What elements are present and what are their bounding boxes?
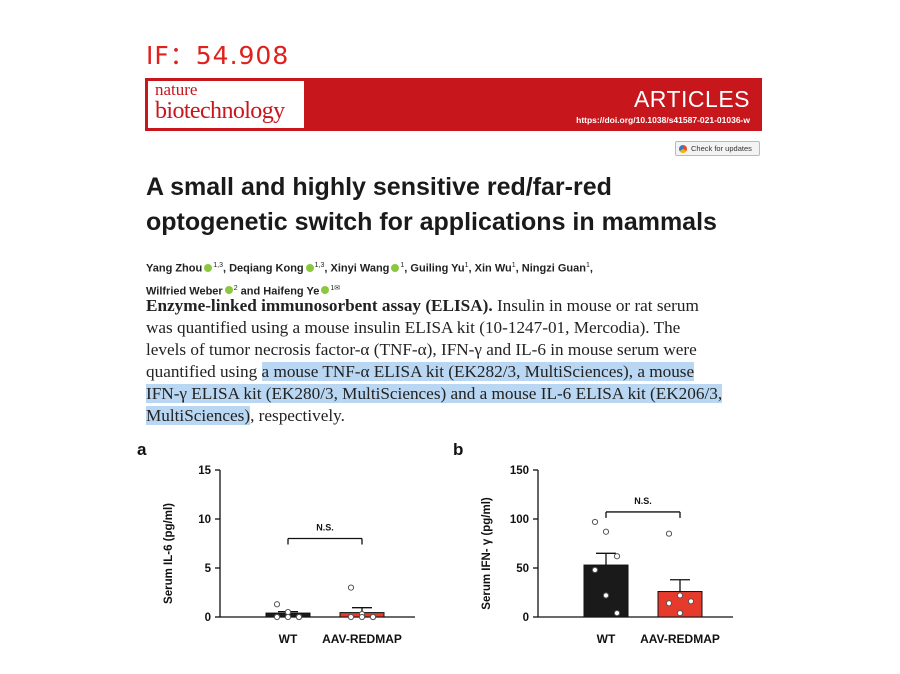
article-title: A small and highly sensitive red/far-red… bbox=[146, 170, 766, 240]
author-affiliation: 1,3 bbox=[314, 262, 325, 269]
journal-logo-line2: biotechnology bbox=[155, 98, 285, 124]
author-line: Wilfried Weber 2 and Haifeng Ye 1✉ bbox=[146, 279, 766, 302]
methods-line: MultiSciences), respectively. bbox=[146, 405, 786, 427]
author-affiliation: 1 bbox=[511, 262, 516, 269]
author-separator: , bbox=[324, 262, 331, 275]
orcid-icon[interactable] bbox=[224, 286, 233, 295]
data-point bbox=[687, 598, 695, 605]
y-tick-label: 50 bbox=[516, 563, 529, 575]
data-point bbox=[665, 530, 673, 537]
panel-label-a: a bbox=[137, 440, 147, 459]
y-tick-label: 0 bbox=[205, 612, 211, 624]
author-separator: , bbox=[468, 262, 475, 275]
author-name[interactable]: Xin Wu bbox=[474, 262, 512, 275]
data-point bbox=[295, 613, 303, 621]
author-separator: , bbox=[589, 262, 593, 275]
data-point bbox=[591, 566, 599, 574]
data-point bbox=[676, 609, 684, 617]
ifng-bar-chart: 0 50 100 150 Serum IFN- γ (pg/ml) WT AAV-REDMA… bbox=[481, 465, 733, 646]
x-category-label: AAV-REDMAP bbox=[322, 632, 402, 646]
data-point bbox=[273, 601, 281, 608]
author-affiliation: 1✉ bbox=[330, 284, 341, 292]
author-name[interactable]: Deqiang Kong bbox=[229, 262, 304, 275]
orcid-icon[interactable] bbox=[204, 263, 213, 272]
il6-bar-chart: 0 5 10 15 Serum IL-6 (pg/ml) WT AAV-REDMAP N.S. bbox=[163, 465, 415, 646]
impact-factor-label: IF：54.908 bbox=[146, 41, 290, 70]
methods-text: quantified using bbox=[146, 362, 262, 381]
author-list: Yang Zhou 1,3, Deqiang Kong 1,3, Xinyi Wan… bbox=[146, 256, 766, 301]
author-name[interactable]: Wilfried Weber bbox=[146, 285, 223, 298]
author-name[interactable]: Haifeng Ye bbox=[263, 285, 320, 298]
data-point bbox=[273, 613, 281, 621]
y-tick-label: 100 bbox=[510, 514, 529, 526]
y-tick-label: 15 bbox=[198, 465, 211, 477]
author-affiliation: 1 bbox=[585, 262, 590, 269]
data-point bbox=[284, 613, 292, 621]
methods-paragraph: Enzyme-linked immunosorbent assay (ELISA… bbox=[146, 295, 786, 427]
crossmark-icon bbox=[679, 144, 687, 153]
author-separator: , bbox=[404, 262, 411, 275]
highlighted-text: IFN-γ ELISA kit (EK280/3, MultiSciences)… bbox=[146, 384, 723, 403]
orcid-icon[interactable] bbox=[391, 263, 400, 272]
title-line: A small and highly sensitive red/far-red bbox=[146, 173, 612, 201]
y-tick-label: 150 bbox=[510, 465, 529, 477]
author-separator: , bbox=[515, 262, 522, 275]
journal-logo-line1: nature bbox=[155, 80, 198, 99]
y-tick-label: 10 bbox=[198, 514, 211, 526]
methods-text: Insulin in mouse or rat serum bbox=[492, 296, 699, 315]
methods-line: IFN-γ ELISA kit (EK280/3, MultiSciences)… bbox=[146, 383, 786, 405]
data-point bbox=[613, 553, 621, 560]
author-affiliation: 2 bbox=[233, 284, 238, 292]
x-category-label: WT bbox=[279, 632, 298, 646]
methods-line: Enzyme-linked immunosorbent assay (ELISA… bbox=[146, 295, 786, 317]
x-category-label: AAV-REDMAP bbox=[640, 632, 720, 646]
orcid-icon[interactable] bbox=[305, 263, 314, 272]
highlighted-text: MultiSciences) bbox=[146, 406, 251, 425]
data-point bbox=[347, 613, 355, 621]
author-line: Yang Zhou 1,3, Deqiang Kong 1,3, Xinyi Wan… bbox=[146, 256, 766, 279]
highlighted-text: a mouse TNF-α ELISA kit (EK282/3, MultiS… bbox=[261, 362, 695, 381]
significance-label: N.S. bbox=[316, 523, 334, 533]
methods-heading: Enzyme-linked immunosorbent assay (ELISA… bbox=[146, 296, 493, 315]
y-axis-title: Serum IFN- γ (pg/ml) bbox=[481, 497, 493, 610]
data-point bbox=[369, 613, 377, 621]
y-tick-label: 5 bbox=[205, 563, 212, 575]
data-point bbox=[613, 609, 621, 617]
methods-line: was quantified using a mouse insulin ELI… bbox=[146, 318, 681, 337]
panel-label-b: b bbox=[453, 440, 464, 459]
data-point bbox=[676, 592, 684, 599]
data-point bbox=[591, 518, 599, 526]
section-label: ARTICLES bbox=[633, 86, 750, 112]
methods-text: , respectively. bbox=[250, 406, 345, 425]
author-affiliation: 1 bbox=[464, 262, 469, 269]
author-affiliation: 1,3 bbox=[213, 262, 223, 269]
y-tick-label: 0 bbox=[523, 612, 529, 624]
data-point bbox=[602, 592, 610, 599]
check-updates-label: Check for updates bbox=[691, 144, 752, 153]
data-point bbox=[665, 600, 673, 607]
author-separator: , bbox=[222, 262, 230, 275]
journal-logo bbox=[148, 81, 304, 128]
data-point bbox=[347, 584, 355, 591]
check-updates-button[interactable]: Check for updates bbox=[675, 141, 760, 156]
data-point bbox=[358, 613, 366, 621]
data-point bbox=[602, 528, 610, 535]
y-axis-title: Serum IL-6 (pg/ml) bbox=[163, 503, 175, 604]
title-line: optogenetic switch for applications in m… bbox=[146, 208, 717, 236]
doi-link[interactable]: https://doi.org/10.1038/s41587-021-01036… bbox=[576, 115, 750, 125]
methods-line: levels of tumor necrosis factor-α (TNF-α… bbox=[146, 340, 697, 359]
orcid-icon[interactable] bbox=[321, 286, 330, 295]
author-separator: and bbox=[237, 285, 264, 298]
significance-label: N.S. bbox=[634, 496, 652, 506]
author-name[interactable]: Guiling Yu bbox=[410, 262, 465, 275]
methods-line: quantified using a mouse TNF-α ELISA kit… bbox=[146, 361, 786, 383]
author-name[interactable]: Yang Zhou bbox=[146, 262, 203, 275]
bar bbox=[583, 564, 629, 618]
author-name[interactable]: Xinyi Wang bbox=[330, 262, 390, 275]
x-category-label: WT bbox=[597, 632, 616, 646]
author-affiliation: 1 bbox=[400, 262, 405, 269]
author-name[interactable]: Ningzi Guan bbox=[521, 262, 586, 275]
